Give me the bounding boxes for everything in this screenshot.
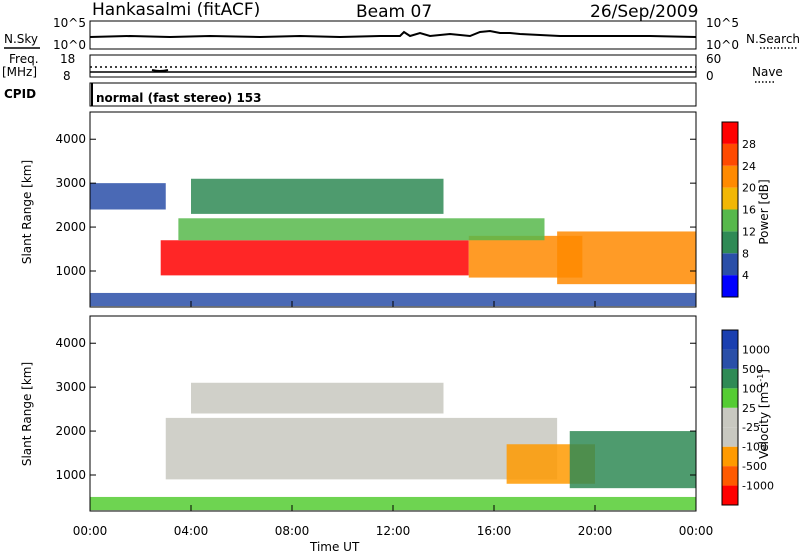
velocity-panel: Slant Range [km] 1000 2000 3000 4000 1000 50…	[20, 315, 774, 512]
power-colorbar-label: Power [dB]	[757, 179, 771, 244]
xtick-0: 00:00	[73, 524, 108, 538]
power-marks	[90, 178, 696, 307]
velocity-colorbar-tick-5: -100	[742, 441, 767, 454]
velocity-colorbar-tick-4: -25	[742, 421, 760, 434]
xtick-2: 08:00	[275, 524, 310, 538]
power-band-5	[557, 231, 696, 285]
velocity-colorbar-label-close: ]	[757, 369, 771, 374]
velocity-marks	[90, 382, 696, 511]
power-colorbar-swatch-4	[722, 187, 738, 210]
freq-tick-bottom: 8	[63, 69, 71, 83]
power-ytick-0: 1000	[55, 264, 86, 278]
nave-tick-top: 60	[706, 52, 721, 66]
noise-panel: N.Sky 10^5 10^0 N.Search 10^5 10^0	[4, 16, 800, 52]
velocity-colorbar-swatch-8	[722, 330, 738, 350]
freq-unit: [MHz]	[2, 65, 37, 79]
velocity-colorbar-swatch-5	[722, 388, 738, 408]
power-colorbar-swatch-5	[722, 165, 738, 188]
xtick-3: 12:00	[376, 524, 411, 538]
velocity-colorbar-tick-6: -500	[742, 460, 767, 473]
nsearch-tick-bottom: 10^0	[706, 38, 739, 52]
power-colorbar-tick-6: 4	[742, 269, 749, 282]
velocity-colorbar-tick-0: 1000	[742, 343, 770, 356]
beam-title: Beam 07	[356, 2, 432, 22]
velocity-colorbar-tick-7: -1000	[742, 480, 774, 493]
power-band-3	[191, 178, 444, 214]
power-colorbar-tick-0: 28	[742, 138, 756, 151]
power-colorbar-swatch-6	[722, 143, 738, 166]
velocity-colorbar-frame	[721, 329, 739, 506]
velocity-colorbar-swatch-7	[722, 349, 738, 369]
xtick-4: 16:00	[477, 524, 512, 538]
power-ytick-1: 2000	[55, 220, 86, 234]
power-band-0	[160, 240, 469, 276]
power-colorbar-tick-3: 16	[742, 204, 756, 217]
velocity-colorbar-swatch-4	[722, 407, 738, 428]
noise-trace	[89, 29, 697, 39]
xtick-1: 04:00	[174, 524, 209, 538]
cpid-panel: CPID normal (fast stereo) 153	[4, 82, 697, 107]
velocity-band-3	[569, 431, 696, 489]
power-colorbar-tick-5: 8	[742, 247, 749, 260]
power-colorbar-tick-4: 12	[742, 225, 756, 238]
x-axis: 00:00 04:00 08:00 12:00 16:00 20:00 00:00	[73, 301, 714, 538]
freq-tick-top: 18	[60, 52, 75, 66]
power-colorbar-swatch-2	[722, 231, 738, 254]
velocity-colorbar-label-main: Velocity [m s	[757, 382, 771, 459]
nsky-tick-bottom: 10^0	[53, 38, 86, 52]
velocity-colorbar-tick-3: 25	[742, 402, 756, 415]
power-ylabel: Slant Range [km]	[20, 160, 34, 264]
power-band-4	[90, 183, 166, 210]
cpid-label: CPID	[4, 87, 36, 101]
xtick-5: 20:00	[578, 524, 613, 538]
power-band-2	[178, 218, 545, 241]
nave-tick-bottom: 0	[706, 69, 714, 83]
date-title: 26/Sep/2009	[590, 2, 698, 22]
power-ytick-3: 4000	[55, 132, 86, 146]
power-ytick-2: 3000	[55, 176, 86, 190]
power-colorbar: 28 24 20 16 12 8 4	[721, 121, 756, 298]
nave-label: Nave	[752, 65, 783, 79]
power-colorbar-frame	[721, 121, 739, 298]
freq-label: Freq.	[9, 52, 39, 66]
nsearch-tick-top: 10^5	[706, 16, 739, 30]
power-colorbar-tick-1: 24	[742, 160, 756, 173]
velocity-colorbar-swatch-3	[722, 427, 738, 447]
power-colorbar-swatch-1	[722, 253, 738, 276]
freq-panel: Freq. [MHz] 18 8 Nave 60 0	[2, 52, 783, 83]
power-colorbar-tick-2: 20	[742, 182, 756, 195]
velocity-colorbar-label: Velocity [m s-1]	[756, 369, 771, 459]
power-band-6	[90, 292, 696, 307]
station-title: Hankasalmi (fitACF)	[92, 0, 260, 20]
velocity-band-0	[165, 417, 558, 480]
x-axis-label: Time UT	[309, 540, 360, 554]
velocity-band-4	[90, 496, 696, 511]
velocity-ytick-1: 2000	[55, 424, 86, 438]
velocity-colorbar-tick-2: 100	[742, 382, 763, 395]
cpid-text: normal (fast stereo) 153	[96, 91, 262, 105]
power-panel: Slant Range [km] 1000 2000 3000 4000 28 24 20…	[20, 111, 771, 308]
power-colorbar-swatch-3	[722, 209, 738, 232]
velocity-colorbar-label-sup: -1	[756, 374, 765, 382]
velocity-colorbar-swatch-1	[722, 466, 738, 486]
velocity-ytick-3: 4000	[55, 336, 86, 350]
velocity-colorbar: 1000 500 100 25 -25 -100 -500 -1000	[721, 329, 774, 506]
velocity-colorbar-swatch-6	[722, 368, 738, 389]
velocity-ytick-2: 3000	[55, 380, 86, 394]
velocity-colorbar-swatch-2	[722, 446, 738, 467]
velocity-colorbar-swatch-0	[722, 485, 738, 505]
velocity-band-1	[191, 382, 444, 414]
nsky-label: N.Sky	[4, 32, 38, 46]
velocity-ylabel: Slant Range [km]	[20, 362, 34, 466]
nsearch-label: N.Search	[746, 32, 800, 46]
power-colorbar-swatch-0	[722, 275, 738, 297]
velocity-colorbar-tick-1: 500	[742, 363, 763, 376]
nsky-tick-top: 10^5	[53, 16, 86, 30]
power-colorbar-swatch-7	[722, 122, 738, 144]
xtick-6: 00:00	[679, 524, 714, 538]
velocity-ytick-0: 1000	[55, 468, 86, 482]
